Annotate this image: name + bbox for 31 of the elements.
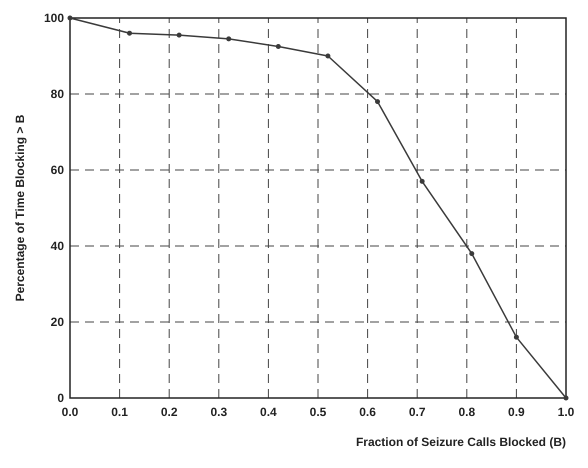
x-tick-label: 0.3 — [210, 405, 228, 419]
y-tick-label: 20 — [50, 315, 64, 329]
point — [68, 16, 72, 20]
y-tick-label: 60 — [50, 163, 64, 177]
x-tick-label: 0.7 — [408, 405, 426, 419]
point — [564, 396, 568, 400]
point — [276, 44, 281, 49]
point — [226, 36, 232, 42]
point — [420, 178, 425, 184]
x-tick-label: 1.0 — [558, 405, 575, 419]
x-tick-label: 0.9 — [508, 405, 526, 419]
y-tick-label: 0 — [57, 391, 64, 405]
x-axis-title: Fraction of Seizure Calls Blocked (B) — [356, 435, 566, 449]
point — [375, 99, 380, 104]
x-tick-label: 0.8 — [458, 405, 476, 419]
x-tick-label: 0.1 — [111, 405, 128, 419]
y-tick-label: 40 — [50, 239, 64, 253]
point — [325, 54, 330, 58]
y-tick-label: 80 — [50, 87, 64, 101]
x-tick-label: 0.4 — [260, 405, 278, 419]
line-series — [68, 16, 568, 400]
point — [176, 32, 182, 38]
x-tick-label: 0.0 — [62, 405, 79, 419]
x-tick-label: 0.5 — [310, 405, 327, 419]
y-axis-title: Percentage of Time Blocking > B — [13, 114, 27, 302]
y-tick-label: 100 — [44, 11, 64, 25]
x-tick-label: 0.2 — [160, 405, 178, 419]
point — [127, 30, 132, 36]
point — [469, 251, 474, 256]
point — [514, 334, 519, 340]
x-tick-label: 0.6 — [359, 405, 376, 419]
